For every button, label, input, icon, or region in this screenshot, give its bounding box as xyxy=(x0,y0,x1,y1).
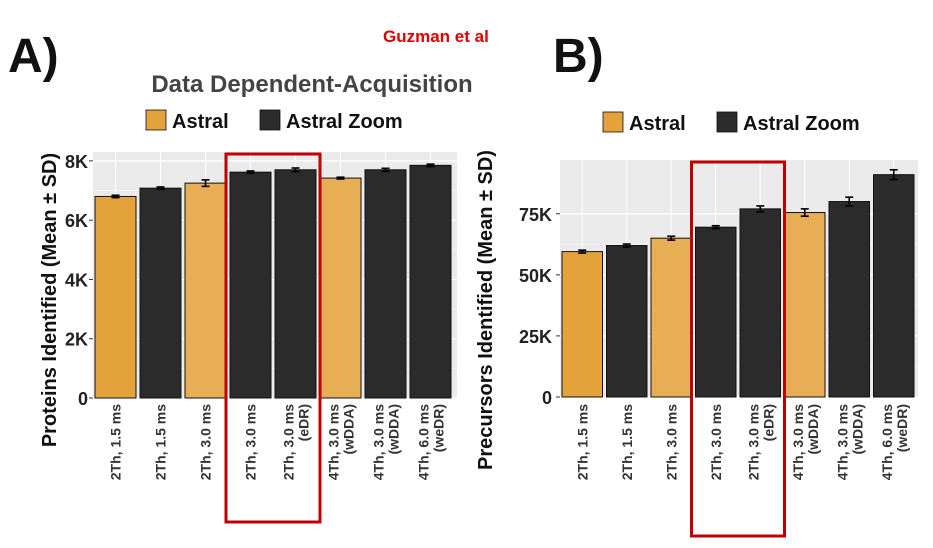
y-tick-label: 4K xyxy=(65,270,88,290)
category-label: (wDDA) xyxy=(805,404,821,455)
category-label: 2Th, 3.0 ms xyxy=(708,404,724,480)
y-tick-label: 75K xyxy=(519,205,552,225)
legend-swatch xyxy=(259,109,281,131)
bar xyxy=(784,212,826,398)
bar xyxy=(561,251,603,398)
y-tick-label: 0 xyxy=(542,388,552,408)
y-tick-label: 8K xyxy=(65,152,88,172)
bar xyxy=(319,177,362,399)
panel-a-chart: 2Th, 1.5 ms 2Th, 1.5 ms 2Th, 3.0 ms 2Th, 3.… xyxy=(39,109,457,524)
category-label: 2Th, 3.0 ms xyxy=(663,404,679,480)
category-label: (eDR) xyxy=(296,404,312,441)
category-label: 4Th, 3.0 ms xyxy=(326,404,342,480)
legend-label: Astral xyxy=(172,111,229,133)
legend-swatch xyxy=(145,109,167,131)
legend-swatch xyxy=(602,111,624,133)
category-label: 2Th, 1.5 ms xyxy=(574,404,590,480)
highlight-box xyxy=(224,152,322,524)
y-axis-title: Proteins Identified (Mean ± SD) xyxy=(39,153,61,447)
category-label: (wDDA) xyxy=(849,404,865,455)
y-tick-label: 0 xyxy=(78,389,88,409)
y-tick-label: 50K xyxy=(519,266,552,286)
bar xyxy=(695,226,737,398)
category-label: 2Th, 3.0 ms xyxy=(243,404,259,480)
y-axis-title: Precursors Identified (Mean ± SD) xyxy=(475,150,497,470)
bar xyxy=(739,208,781,398)
legend-label: Astral xyxy=(629,113,686,135)
category-label: (wDDA) xyxy=(386,404,402,455)
category-label: 2Th, 3.0 ms xyxy=(281,404,297,480)
bar xyxy=(409,164,452,399)
highlight-box xyxy=(690,160,786,538)
bar xyxy=(184,182,227,399)
category-label: 2Th, 1.5 ms xyxy=(108,404,124,480)
category-label: 4Th, 6.0 ms xyxy=(879,404,895,480)
legend-label: Astral Zoom xyxy=(743,113,860,135)
bar xyxy=(94,195,137,399)
category-label: (weDR) xyxy=(431,404,447,452)
y-tick-label: 2K xyxy=(65,330,88,350)
category-label: 2Th, 3.0 ms xyxy=(198,404,214,480)
bar xyxy=(650,237,692,398)
category-label: 4Th, 3.0 ms xyxy=(371,404,387,480)
panel-a-label: A) xyxy=(8,30,59,83)
panel-a-title: Data Dependent-Acquisition xyxy=(151,71,472,98)
credit-text: Guzman et al xyxy=(383,27,489,46)
category-label: 4Th, 6.0 ms xyxy=(416,404,432,480)
category-label: (eDR) xyxy=(760,404,776,441)
bar xyxy=(139,187,182,399)
category-label: 2Th, 1.5 ms xyxy=(619,404,635,480)
bar xyxy=(229,171,272,399)
panel-b-chart: 2Th, 1.5 ms 2Th, 1.5 ms 2Th, 3.0 ms 2Th, 3.… xyxy=(475,111,918,538)
panel-b-label: B) xyxy=(553,30,604,83)
category-label: 4Th, 3.0 ms xyxy=(834,404,850,480)
y-tick-label: 6K xyxy=(65,211,88,231)
legend-swatch xyxy=(716,111,738,133)
bar xyxy=(828,201,870,398)
bar xyxy=(364,169,407,399)
y-tick-label: 25K xyxy=(519,327,552,347)
category-label: (wDDA) xyxy=(341,404,357,455)
legend-label: Astral Zoom xyxy=(286,111,403,133)
category-label: (weDR) xyxy=(894,404,910,452)
category-label: 2Th, 1.5 ms xyxy=(153,404,169,480)
category-label: 2Th, 3.0 ms xyxy=(745,404,761,480)
bar xyxy=(873,174,915,398)
bar xyxy=(606,245,648,398)
category-label: 4Th, 3.0 ms xyxy=(790,404,806,480)
bar xyxy=(274,169,317,399)
